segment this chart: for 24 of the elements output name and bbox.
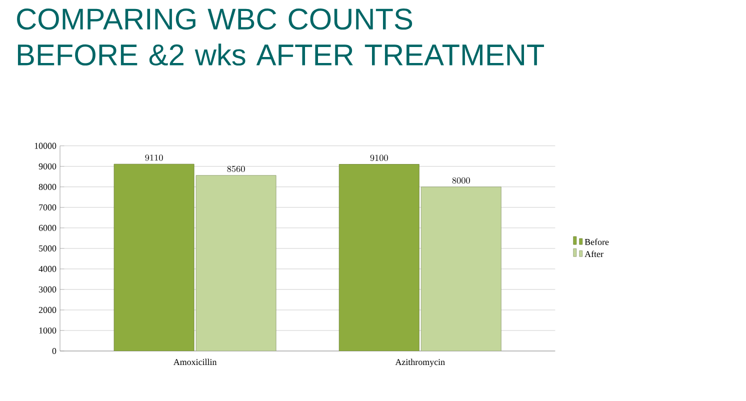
x-tick-label: Amoxicillin (173, 358, 217, 366)
legend-label: Before (584, 238, 609, 246)
y-tick-label: 4000 (38, 266, 56, 272)
y-tick-label: 9000 (38, 163, 56, 170)
data-label: 9100 (370, 154, 388, 161)
y-tick-label: 0 (52, 348, 56, 354)
bar (338, 164, 420, 351)
bar (420, 186, 502, 351)
y-tick-label: 8000 (38, 184, 56, 190)
y-tick-label: 5000 (39, 245, 56, 252)
bar (196, 175, 276, 351)
data-label: 8560 (227, 166, 245, 172)
y-tick-label: 7000 (39, 204, 56, 210)
bar (114, 164, 194, 351)
y-tick-label: 1000 (39, 327, 56, 334)
y-tick-label: 6000 (38, 224, 56, 231)
chart-title: COMPARING WBC COUNTS BEFORE &2 wks AFTER TREATMENT (17, 8, 544, 66)
x-tick-label: Azithromycin (395, 358, 445, 367)
y-tick-label: 2000 (38, 306, 56, 313)
legend-label: After (584, 250, 604, 258)
y-tick-label: 10000 (34, 142, 56, 149)
y-tick-label: 3000 (38, 286, 56, 292)
data-label: 9110 (145, 154, 163, 161)
data-label: 8000 (452, 177, 470, 184)
